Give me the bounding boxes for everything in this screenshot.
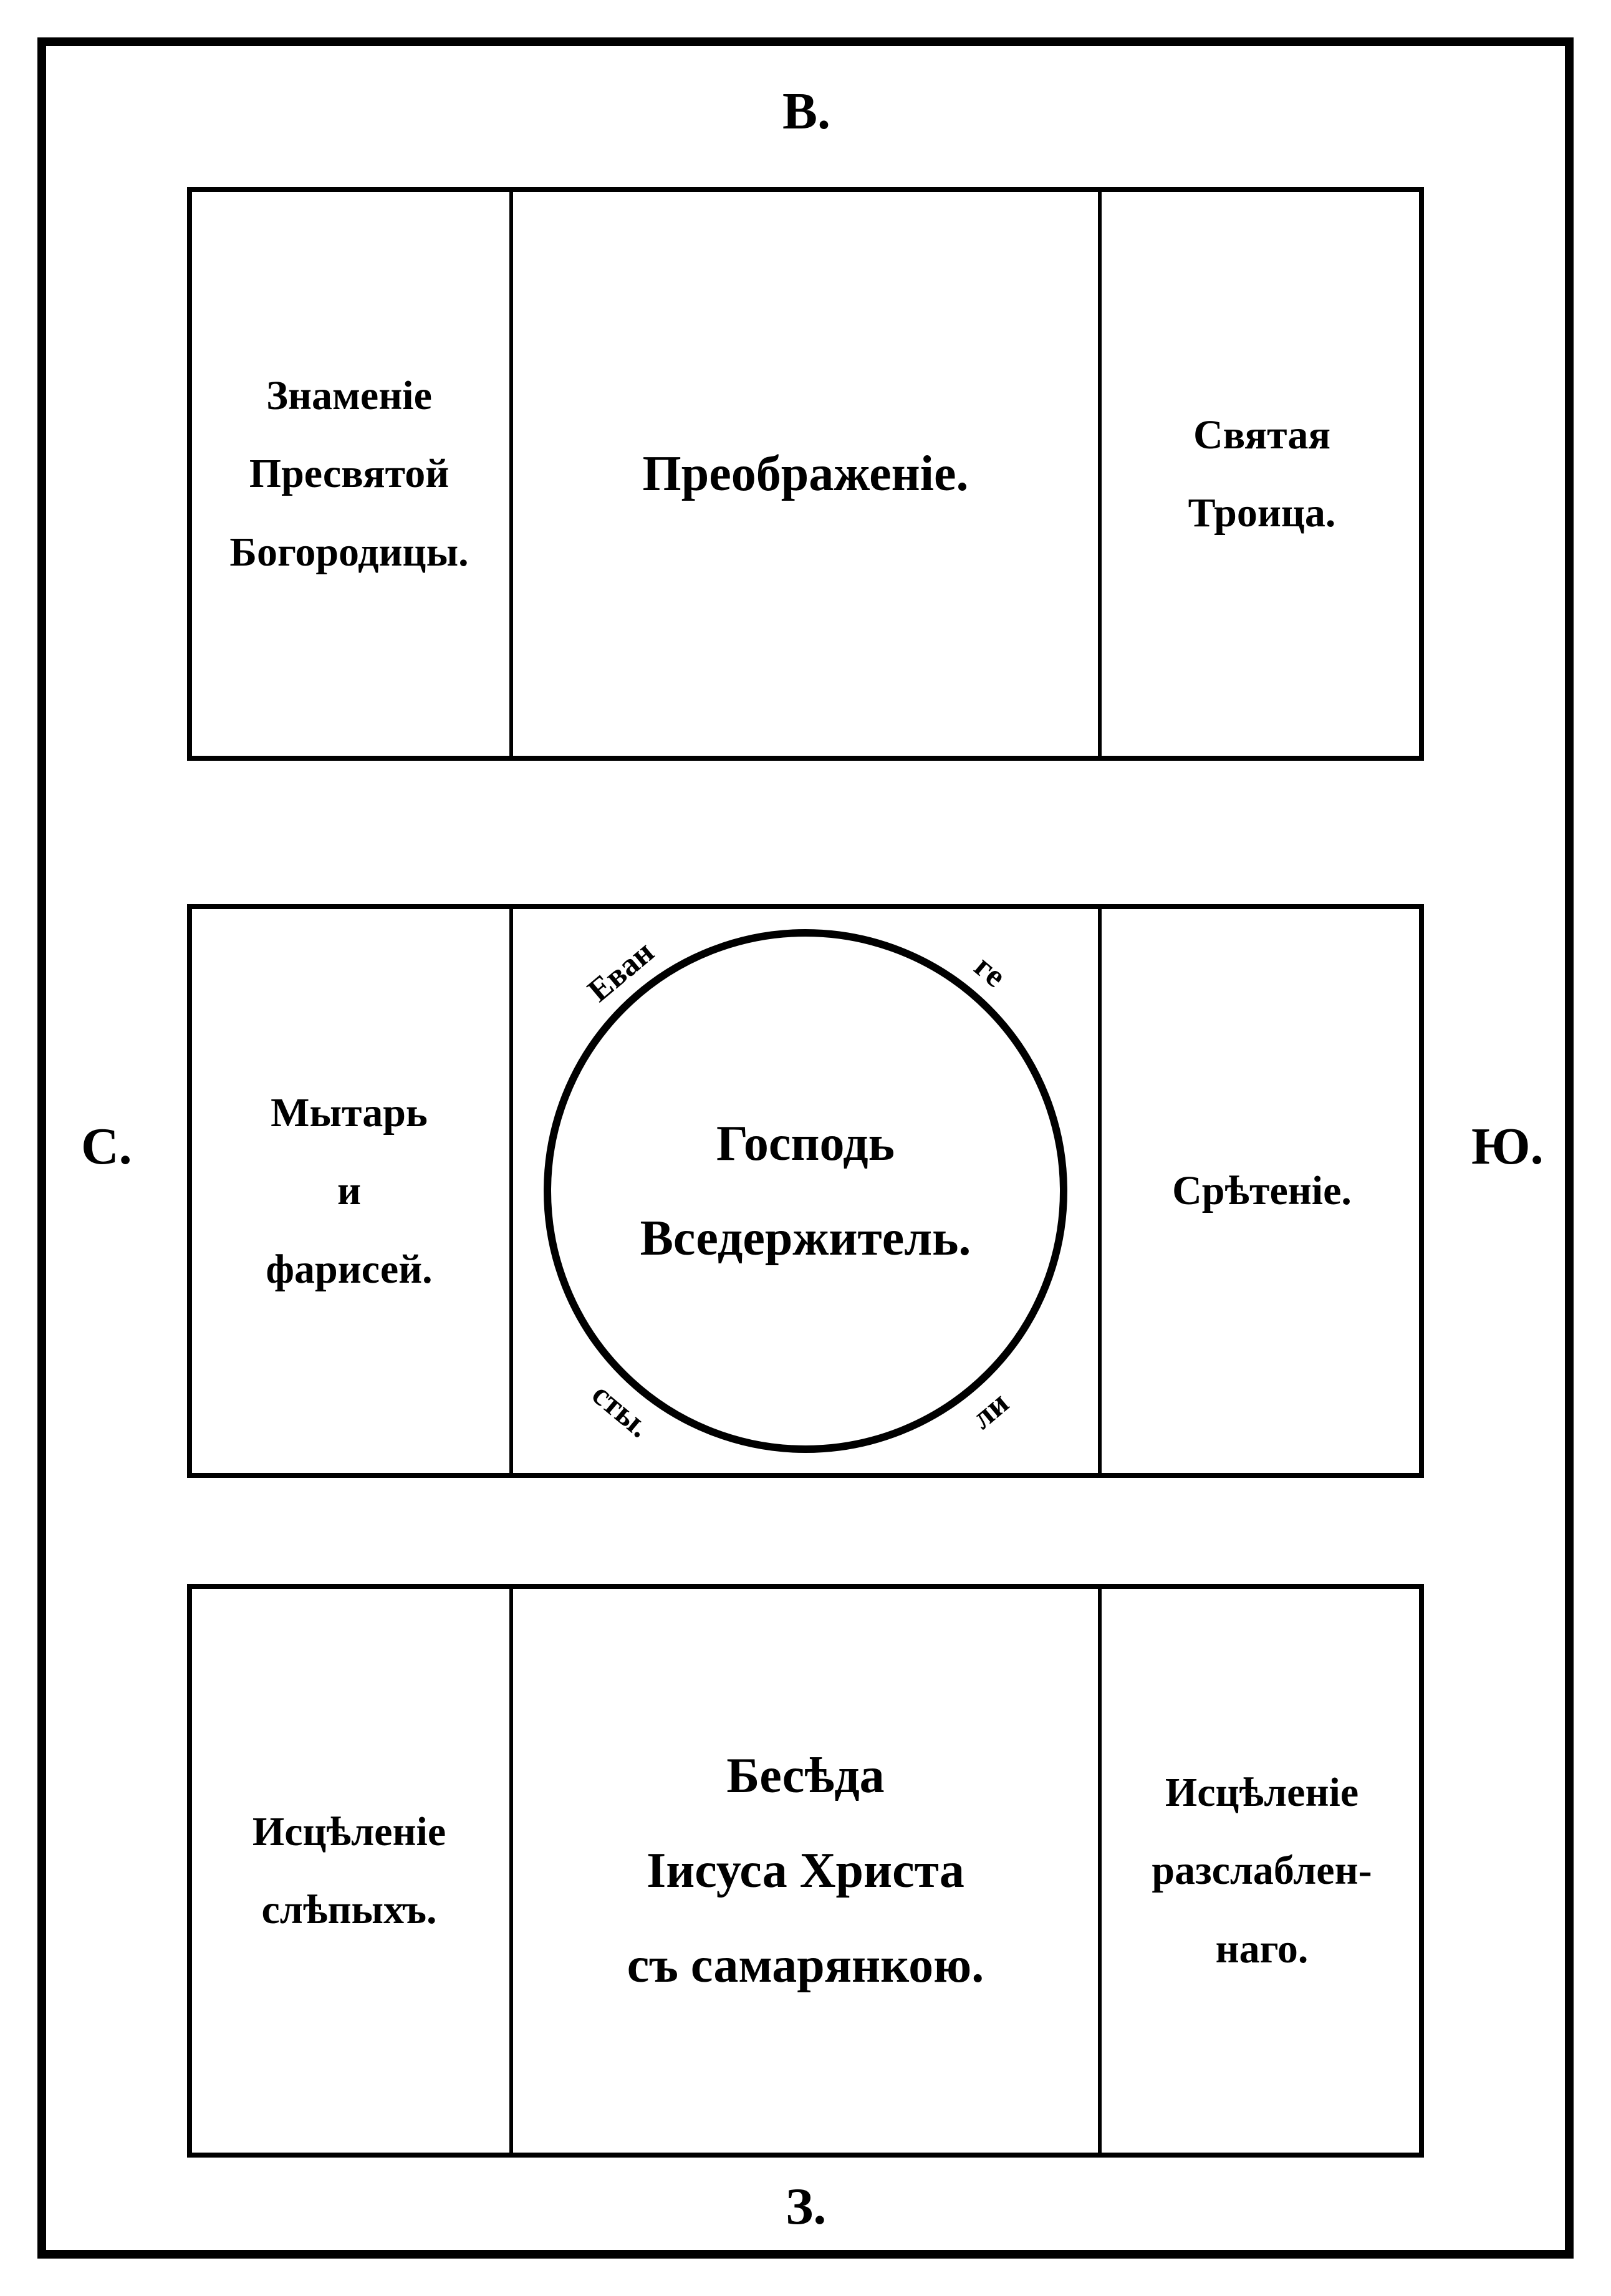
cell-r2c1: Бесѣда Іисуса Христа съ самарянкою.	[511, 1584, 1100, 2158]
cell-r2c1-text: Бесѣда Іисуса Христа съ самарянкою.	[627, 1729, 984, 2013]
cell-r1c0-text: Мытарь и фарисей.	[266, 1074, 432, 1308]
tier-0: Знаменіе Пресвятой Богородицы. Преображен…	[187, 187, 1424, 761]
cell-r0c2: Святая Троица.	[1100, 187, 1424, 761]
cell-r2c2: Исцѣленіе разслаблен- наго.	[1100, 1584, 1424, 2158]
cell-r0c2-text: Святая Троица.	[1188, 396, 1336, 552]
compass-left: С.	[81, 1116, 132, 1177]
cell-r0c1-text: Преображеніе.	[642, 427, 968, 521]
compass-bottom: З.	[786, 2176, 826, 2237]
medallion-center-text-wrap: Господь Вседержитель.	[544, 929, 1067, 1453]
cell-r1c2: Срѣтеніе.	[1100, 904, 1424, 1478]
cell-r1c0: Мытарь и фарисей.	[187, 904, 511, 1478]
cell-r2c2-text: Исцѣленіе разслаблен- наго.	[1152, 1753, 1372, 1988]
medallion-center-text: Господь Вседержитель.	[640, 1096, 971, 1286]
cell-r0c0: Знаменіе Пресвятой Богородицы.	[187, 187, 511, 761]
cell-r2c0-text: Исцѣленіе слѣпыхъ.	[252, 1793, 446, 1949]
compass-top: В.	[782, 81, 830, 142]
cell-r0c1: Преображеніе.	[511, 187, 1100, 761]
cell-r2c0: Исцѣленіе слѣпыхъ.	[187, 1584, 511, 2158]
cell-r1c2-text: Срѣтеніе.	[1172, 1152, 1352, 1230]
cell-r0c0-text: Знаменіе Пресвятой Богородицы.	[229, 357, 468, 591]
tier-2: Исцѣленіе слѣпыхъ. Бесѣда Іисуса Христа с…	[187, 1584, 1424, 2158]
compass-right: Ю.	[1471, 1116, 1544, 1177]
